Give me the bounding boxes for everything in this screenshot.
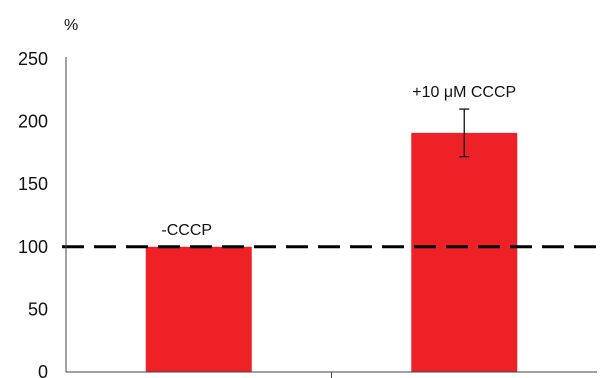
y-tick-label: 250	[18, 49, 48, 69]
y-axis-unit-label: %	[64, 17, 78, 34]
y-axis-ticks: 0 50 100 150 200 250	[18, 49, 48, 378]
y-tick-label: 100	[18, 237, 48, 257]
bar	[145, 246, 252, 372]
bars	[145, 132, 518, 372]
error-bars	[459, 108, 470, 158]
y-tick-label: 50	[28, 299, 48, 319]
bar-label: -CCCP	[161, 222, 212, 239]
axes	[65, 57, 597, 378]
y-tick-label: 200	[18, 112, 48, 132]
bar-labels: -CCCP +10 μM CCCP	[161, 84, 516, 239]
y-tick-label: 150	[18, 174, 48, 194]
y-tick-label: 0	[38, 362, 48, 378]
bar-label: +10 μM CCCP	[412, 84, 516, 101]
bar	[411, 132, 518, 372]
